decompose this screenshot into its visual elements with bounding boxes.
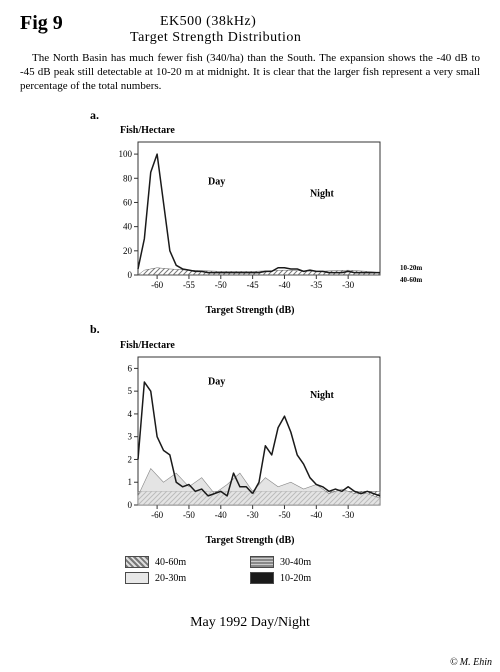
chart-b: Fish/Hectare 0 1 2 3 4 5 6 -60 -50 -40 -30 -50 -40 -3… <box>110 340 410 546</box>
legend-label: 40-60m <box>155 557 186 568</box>
svg-text:-40: -40 <box>310 510 322 520</box>
svg-text:-50: -50 <box>215 280 227 290</box>
x-axis-label-b: Target Strength (dB) <box>110 535 390 546</box>
svg-text:5: 5 <box>128 386 133 396</box>
swatch-10-20 <box>250 572 274 584</box>
svg-text:6: 6 <box>128 363 133 373</box>
svg-text:2: 2 <box>128 454 133 464</box>
svg-text:-60: -60 <box>151 280 163 290</box>
svg-text:-40: -40 <box>278 280 290 290</box>
svg-text:0: 0 <box>128 270 133 280</box>
legend-item: 20-30m <box>125 572 250 584</box>
copyright-icon: © <box>450 657 458 668</box>
svg-text:-60: -60 <box>151 510 163 520</box>
svg-text:-35: -35 <box>310 280 322 290</box>
legend-label: 30-40m <box>280 557 311 568</box>
chart-a: Fish/Hectare 0 20 40 60 80 100 -60 -55 -50 -45 -40… <box>110 125 410 316</box>
svg-text:-30: -30 <box>342 280 354 290</box>
bottom-caption: May 1992 Day/Night <box>0 615 500 631</box>
figure-caption: The North Basin has much fewer fish (340… <box>20 52 480 93</box>
chart-b-svg: 0 1 2 3 4 5 6 -60 -50 -40 -30 -50 -40 -30 Day Night <box>110 353 410 528</box>
signature: ©M. Ehin <box>450 657 492 668</box>
y-axis-label-b: Fish/Hectare <box>120 340 410 351</box>
svg-text:-30: -30 <box>247 510 259 520</box>
title-line-1: EK500 (38kHz) <box>160 14 256 30</box>
legend-label: 20-30m <box>155 573 186 584</box>
svg-text:Night: Night <box>310 390 335 401</box>
svg-text:20: 20 <box>123 246 133 256</box>
legend-item: 10-20m <box>250 572 375 584</box>
svg-text:-50: -50 <box>278 510 290 520</box>
svg-text:1: 1 <box>128 477 133 487</box>
svg-text:60: 60 <box>123 197 133 207</box>
page-root: Fig 9 EK500 (38kHz) Target Strength Dist… <box>0 0 500 672</box>
svg-text:3: 3 <box>128 432 133 442</box>
signature-text: M. Ehin <box>460 657 492 668</box>
subfigure-label-b: b. <box>90 322 100 337</box>
legend-item: 30-40m <box>250 556 375 568</box>
legend: 40-60m 30-40m 20-30m 10-20m <box>125 556 375 588</box>
swatch-20-30 <box>125 572 149 584</box>
chart-a-svg: 0 20 40 60 80 100 -60 -55 -50 -45 -40 -35 -30 Day Nigh… <box>110 138 410 298</box>
y-axis-label-a: Fish/Hectare <box>120 125 410 136</box>
chart-a-rightlabel-1: 10-20m <box>400 265 422 272</box>
svg-text:Day: Day <box>208 176 225 187</box>
chart-a-rightlabel-2: 40-60m <box>400 277 422 284</box>
legend-item: 40-60m <box>125 556 250 568</box>
subfigure-label-a: a. <box>90 108 99 123</box>
swatch-30-40 <box>250 556 274 568</box>
svg-text:-30: -30 <box>342 510 354 520</box>
svg-text:100: 100 <box>119 149 133 159</box>
svg-text:0: 0 <box>128 500 133 510</box>
svg-text:-45: -45 <box>247 280 259 290</box>
svg-text:4: 4 <box>128 409 133 419</box>
svg-text:-40: -40 <box>215 510 227 520</box>
x-axis-label-a: Target Strength (dB) <box>110 305 390 316</box>
svg-text:40: 40 <box>123 222 133 232</box>
legend-label: 10-20m <box>280 573 311 584</box>
svg-text:80: 80 <box>123 173 133 183</box>
svg-text:-55: -55 <box>183 280 195 290</box>
svg-text:-50: -50 <box>183 510 195 520</box>
figure-label: Fig 9 <box>20 12 63 35</box>
svg-text:Night: Night <box>310 188 335 199</box>
svg-text:Day: Day <box>208 376 225 387</box>
swatch-40-60 <box>125 556 149 568</box>
title-line-2: Target Strength Distribution <box>130 30 301 46</box>
